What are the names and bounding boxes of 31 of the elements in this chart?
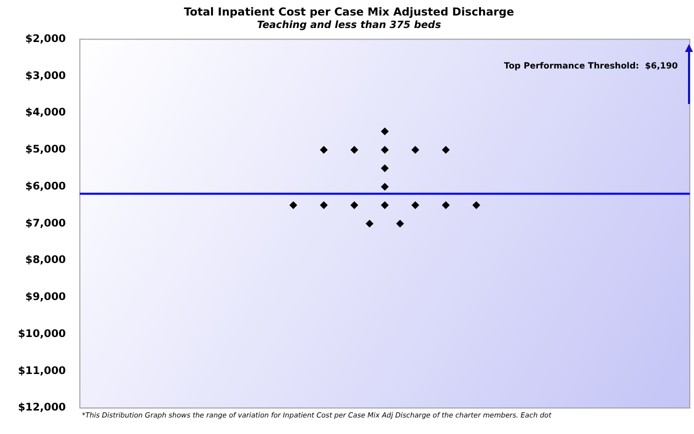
chart-title: Total Inpatient Cost per Case Mix Adjusted Discharge bbox=[184, 5, 514, 18]
point bbox=[412, 146, 420, 154]
y-tick-label: $6,000 bbox=[25, 180, 66, 192]
point bbox=[320, 201, 328, 209]
y-tick-label: $7,000 bbox=[25, 217, 66, 230]
point bbox=[366, 220, 374, 228]
point bbox=[350, 146, 358, 154]
y-tick-label: $3,000 bbox=[25, 70, 66, 82]
y-tick-label: $4,000 bbox=[25, 106, 66, 119]
y-tick-label: $10,000 bbox=[18, 328, 66, 340]
point bbox=[472, 201, 480, 209]
annotation: Top Performance Threshold: $6,190 bbox=[504, 61, 678, 72]
y-tick-label: $11,000 bbox=[18, 364, 66, 377]
point bbox=[381, 128, 389, 136]
chart-subtitle: Teaching and less than 375 beds bbox=[256, 20, 442, 31]
point bbox=[290, 201, 298, 209]
point bbox=[442, 146, 450, 154]
point bbox=[381, 146, 389, 154]
point bbox=[320, 146, 328, 154]
point bbox=[381, 201, 389, 209]
y-tick-label: $12,000 bbox=[18, 402, 66, 414]
point bbox=[412, 201, 420, 209]
point bbox=[381, 164, 389, 172]
y-tick-label: $5,000 bbox=[25, 144, 66, 156]
y-tick-label: $9,000 bbox=[25, 291, 66, 304]
y-tick-label: $2,000 bbox=[25, 32, 66, 45]
point bbox=[381, 183, 389, 190]
y-tick-label: $8,000 bbox=[25, 254, 66, 266]
point bbox=[442, 201, 450, 209]
point bbox=[396, 220, 404, 228]
point bbox=[350, 201, 358, 209]
